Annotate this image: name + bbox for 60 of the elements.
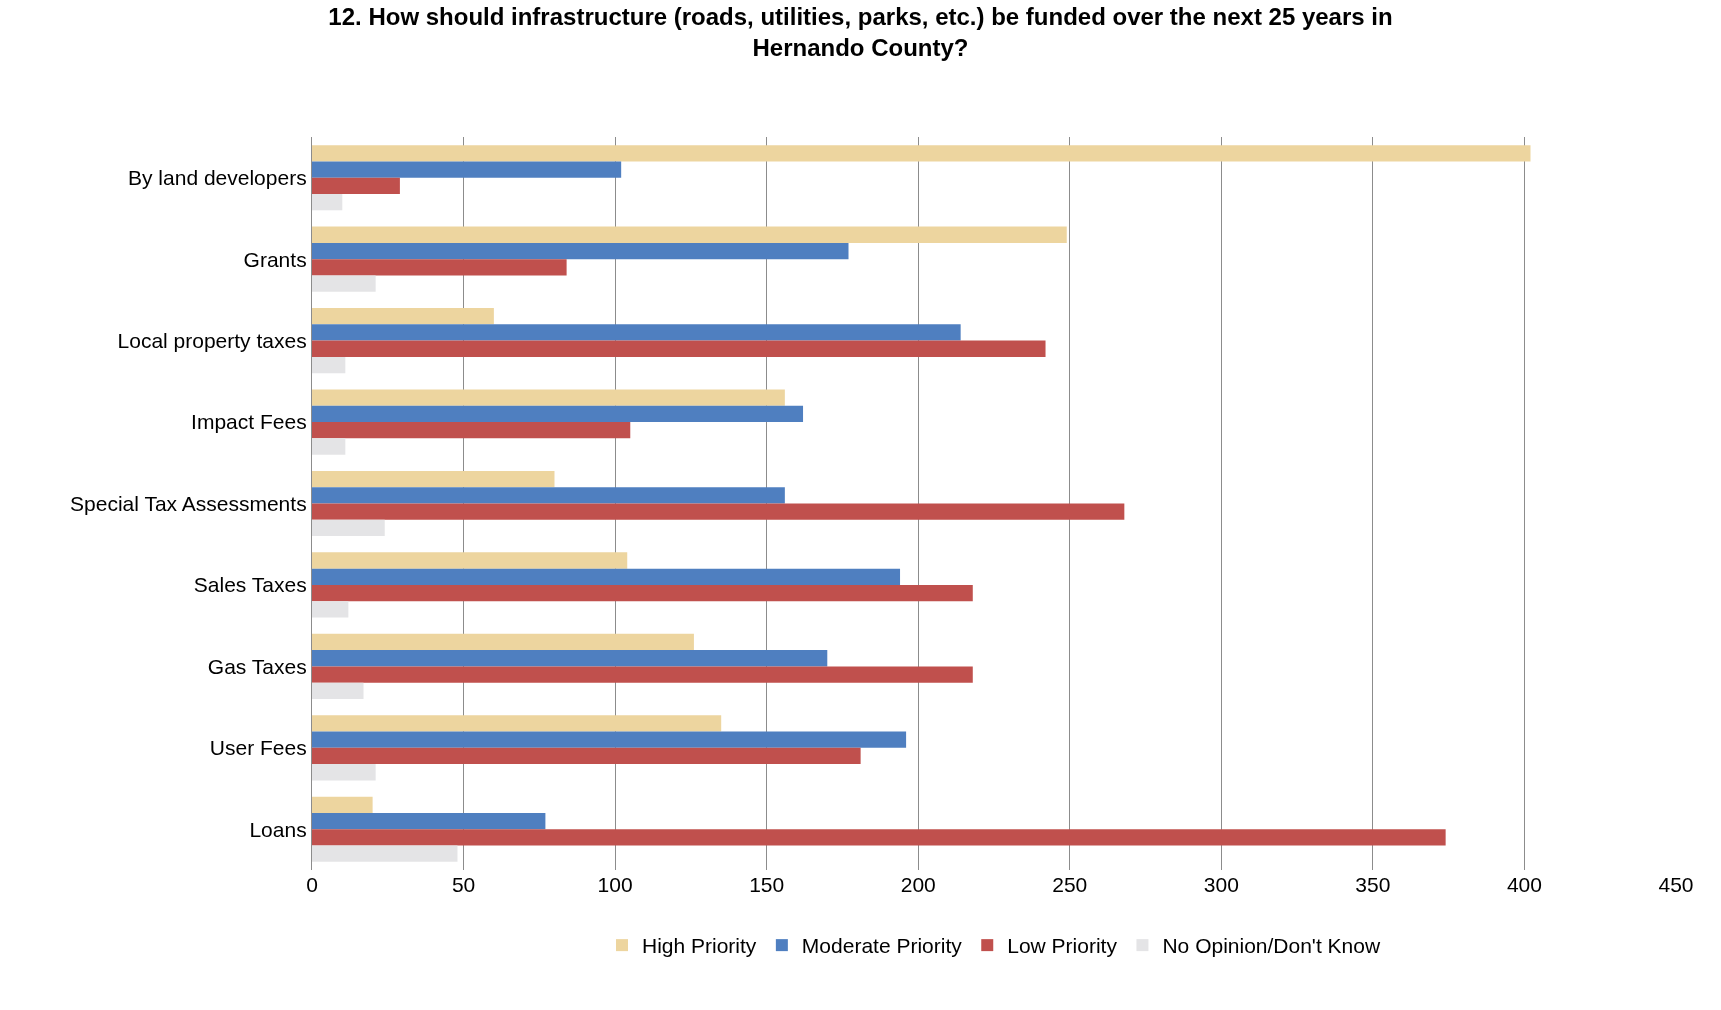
bar xyxy=(312,682,364,699)
bar xyxy=(312,470,555,488)
bar xyxy=(312,519,385,537)
bar xyxy=(312,568,901,585)
y-tick-label: Local property taxes xyxy=(117,328,307,352)
y-tick-label: Special Tax Assessments xyxy=(70,491,307,515)
bar xyxy=(312,242,849,260)
legend-label: No Opinion/Don't Know xyxy=(1162,934,1381,958)
legend-label: Moderate Priority xyxy=(801,934,963,958)
bar xyxy=(312,715,722,732)
chart-title: 12. How should infrastructure (roads, utilities, parks, etc.) be funded over the next 25 years in Hernando County? xyxy=(328,3,1393,62)
y-tick-label: User Fees xyxy=(209,736,307,760)
bar xyxy=(312,405,804,423)
bar xyxy=(312,829,1446,846)
bar xyxy=(312,503,1125,520)
bar xyxy=(312,552,628,569)
x-tick-label: 50 xyxy=(451,873,476,896)
bar xyxy=(312,161,622,178)
bar xyxy=(312,584,973,602)
bar xyxy=(312,666,973,683)
bar xyxy=(312,145,1531,162)
x-tick-label: 400 xyxy=(1506,873,1542,896)
bar xyxy=(312,633,694,651)
y-tick-label: Sales Taxes xyxy=(193,573,307,597)
x-tick-label: 100 xyxy=(597,873,633,896)
bar xyxy=(312,650,828,667)
x-tick-label: 150 xyxy=(749,873,785,896)
bar xyxy=(312,438,346,455)
bar xyxy=(312,194,343,211)
bar xyxy=(312,487,785,504)
bar xyxy=(312,764,376,781)
bar xyxy=(312,845,458,862)
bar xyxy=(312,356,346,374)
bar xyxy=(312,324,961,341)
bar xyxy=(312,747,861,765)
y-tick-label: Impact Fees xyxy=(191,410,307,434)
bar xyxy=(312,731,907,748)
y-tick-label: Gas Taxes xyxy=(207,654,307,678)
bar xyxy=(312,340,1046,357)
x-tick-label: 0 xyxy=(306,873,318,896)
x-tick-label: 300 xyxy=(1203,873,1239,896)
y-tick-label: Loans xyxy=(249,817,307,841)
bar xyxy=(312,259,567,276)
bar xyxy=(312,601,349,618)
bar xyxy=(312,308,494,325)
y-tick-label: By land developers xyxy=(128,166,307,190)
legend-label: High Priority xyxy=(642,934,757,958)
bar xyxy=(312,389,785,406)
x-tick-label: 350 xyxy=(1355,873,1391,896)
legend-label: Low Priority xyxy=(1007,934,1118,958)
y-tick-label: Grants xyxy=(243,247,307,271)
bar xyxy=(312,812,546,830)
x-tick-label: 200 xyxy=(900,873,936,896)
bar xyxy=(312,275,376,292)
bar xyxy=(312,796,373,813)
x-tick-label: 250 xyxy=(1052,873,1088,896)
bar xyxy=(312,422,631,439)
x-tick-label: 450 xyxy=(1658,873,1694,896)
bar xyxy=(312,226,1067,243)
bar xyxy=(312,177,400,195)
